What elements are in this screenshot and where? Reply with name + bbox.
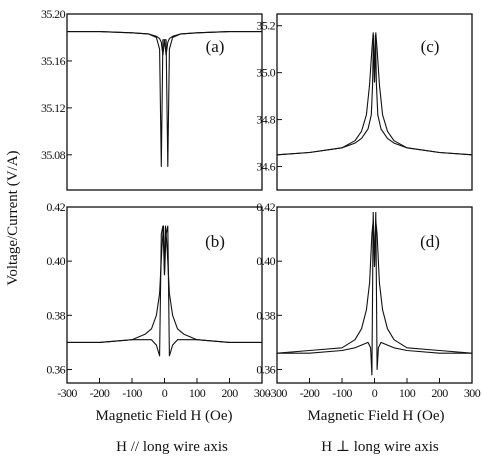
panel-d-ytick-label: 0.42 [256, 200, 275, 214]
panel-a-label: (a) [206, 37, 225, 56]
panel-b-label: (b) [205, 232, 225, 251]
panel-d-ytick-label: 0.40 [256, 254, 275, 268]
x-axis-label-right: Magnetic Field H (Oe) [307, 408, 444, 424]
panel-a-ytick-label: 35.08 [41, 148, 66, 162]
panel-b-ytick-label: 0.38 [46, 308, 65, 322]
panel-d-xtick-label: -200 [300, 386, 320, 400]
panel-d-ytick-label: 0.38 [256, 308, 275, 322]
panel-c-series-2 [276, 32, 473, 156]
panel-d-label: (d) [420, 232, 440, 251]
panel-b: 0.42 0.40 0.38 0.36 -300 -200 -100 0 100 200 300 (b… [46, 200, 271, 400]
panel-a-ytick-label: 35.16 [41, 54, 66, 68]
panel-c-ytick-label: 35.0 [256, 66, 275, 80]
panel-d-frame [276, 206, 473, 384]
panel-d-xtick-label: 100 [399, 386, 416, 400]
panel-b-xtick-label: -300 [57, 386, 77, 400]
panel-c-ytick-label: 34.8 [256, 113, 275, 127]
panel-b-ytick-label: 0.36 [46, 362, 65, 376]
panel-c-ytick-label: 35.2 [256, 19, 275, 33]
panel-c-frame [276, 13, 473, 191]
panel-c-ytick-label: 34.6 [256, 160, 275, 174]
panel-a-series-2 [67, 31, 262, 168]
panel-d-xtick-label: 300 [464, 386, 481, 400]
panel-d-ytick-label: 0.36 [256, 362, 275, 376]
panel-d-series-2 [277, 211, 473, 376]
y-axis-label: Voltage/Current (V/A) [5, 150, 21, 285]
x-axis-label-left: Magnetic Field H (Oe) [95, 408, 232, 424]
caption-parallel: H // long wire axis [116, 439, 228, 455]
panel-c-label: (c) [421, 37, 440, 56]
panel-b-xtick-label: -100 [122, 386, 142, 400]
panel-b-ytick-label: 0.40 [46, 254, 65, 268]
panel-b-series-2 [67, 225, 262, 357]
panel-d-xtick-label: -300 [267, 386, 287, 400]
panel-b-xtick-label: 100 [189, 386, 206, 400]
caption-perpendicular: H ⊥ long wire axis [321, 439, 439, 455]
panel-a-ytick-label: 35.12 [41, 101, 66, 115]
panel-b-xtick-label: 0 [162, 386, 168, 400]
panel-d: 0.42 0.40 0.38 0.36 -300 -200 -100 0 100 200 300 (d… [256, 200, 481, 400]
panel-a-ytick-label: 35.20 [41, 7, 66, 21]
panel-d-series-1 [276, 211, 472, 371]
panel-b-xtick-label: -200 [90, 386, 110, 400]
panel-b-xtick-label: 300 [254, 386, 271, 400]
panels: 35.2035.1635.1235.08(a)0.420.400.380.36-… [41, 7, 481, 400]
panel-a-frame [66, 13, 263, 191]
panel-b-frame [66, 206, 263, 384]
panel-c-series-1 [276, 32, 473, 156]
panel-d-xtick-label: -100 [332, 386, 352, 400]
panel-a: 35.20 35.16 35.12 35.08 (a) [41, 7, 263, 191]
panel-b-xtick-label: 200 [221, 386, 238, 400]
panel-b-ytick-label: 0.42 [46, 200, 65, 214]
panel-a-series-1 [67, 31, 262, 168]
panel-d-xtick-label: 200 [431, 386, 448, 400]
panel-b-series-1 [67, 225, 262, 357]
panel-c: 35.2 35.0 34.8 34.6 (c) [256, 13, 473, 191]
panel-d-xtick-label: 0 [372, 386, 378, 400]
